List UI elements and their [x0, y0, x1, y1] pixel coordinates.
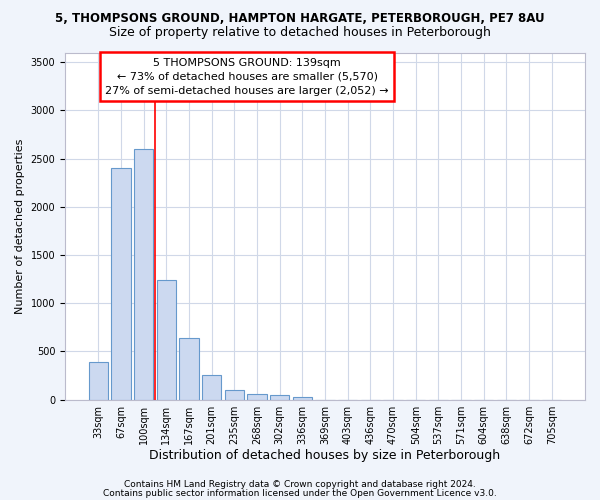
Bar: [179, 338, 199, 400]
X-axis label: Distribution of detached houses by size in Peterborough: Distribution of detached houses by size …: [149, 450, 500, 462]
Text: Contains public sector information licensed under the Open Government Licence v3: Contains public sector information licen…: [103, 488, 497, 498]
Bar: [270, 396, 289, 400]
Text: 5 THOMPSONS GROUND: 139sqm
← 73% of detached houses are smaller (5,570)
27% of s: 5 THOMPSONS GROUND: 139sqm ← 73% of deta…: [105, 58, 389, 96]
Bar: [89, 362, 108, 400]
Text: Size of property relative to detached houses in Peterborough: Size of property relative to detached ho…: [109, 26, 491, 39]
Text: Contains HM Land Registry data © Crown copyright and database right 2024.: Contains HM Land Registry data © Crown c…: [124, 480, 476, 489]
Y-axis label: Number of detached properties: Number of detached properties: [15, 138, 25, 314]
Bar: [134, 149, 153, 400]
Bar: [224, 390, 244, 400]
Bar: [247, 394, 266, 400]
Bar: [293, 397, 312, 400]
Text: 5, THOMPSONS GROUND, HAMPTON HARGATE, PETERBOROUGH, PE7 8AU: 5, THOMPSONS GROUND, HAMPTON HARGATE, PE…: [55, 12, 545, 26]
Bar: [157, 280, 176, 400]
Bar: [202, 375, 221, 400]
Bar: [112, 168, 131, 400]
